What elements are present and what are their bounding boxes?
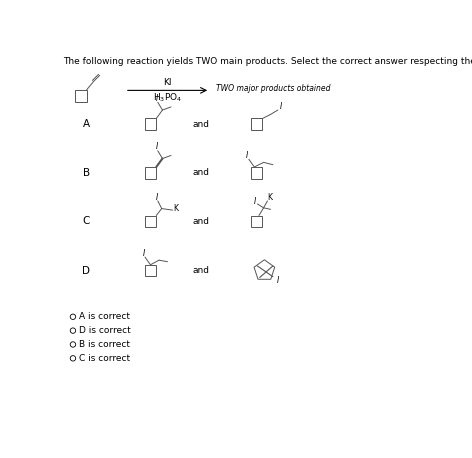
Text: A is correct: A is correct [79,312,130,321]
Text: TWO major products obtained: TWO major products obtained [216,84,331,93]
Text: I: I [156,142,158,152]
Text: I: I [277,276,278,285]
Text: A: A [83,119,90,129]
Text: I: I [246,151,248,160]
Text: K: K [267,193,272,202]
Text: C: C [83,216,90,226]
Text: C is correct: C is correct [79,354,130,363]
Text: I: I [254,197,256,206]
Text: and: and [192,168,209,177]
Text: The following reaction yields TWO main products. Select the correct answer respe: The following reaction yields TWO main p… [63,56,472,65]
Text: B: B [83,168,90,178]
Text: and: and [192,120,209,129]
Text: $\mathregular{H_3PO_4}$: $\mathregular{H_3PO_4}$ [153,91,182,104]
Text: D: D [82,266,90,276]
Text: I: I [280,103,282,111]
Text: I: I [156,192,158,202]
Text: K: K [173,204,178,213]
Text: KI: KI [163,78,172,87]
Text: B is correct: B is correct [79,340,130,349]
Text: and: and [192,217,209,226]
Text: I: I [156,94,158,103]
Text: and: and [192,266,209,275]
Text: D is correct: D is correct [79,326,131,335]
Text: I: I [143,249,144,258]
